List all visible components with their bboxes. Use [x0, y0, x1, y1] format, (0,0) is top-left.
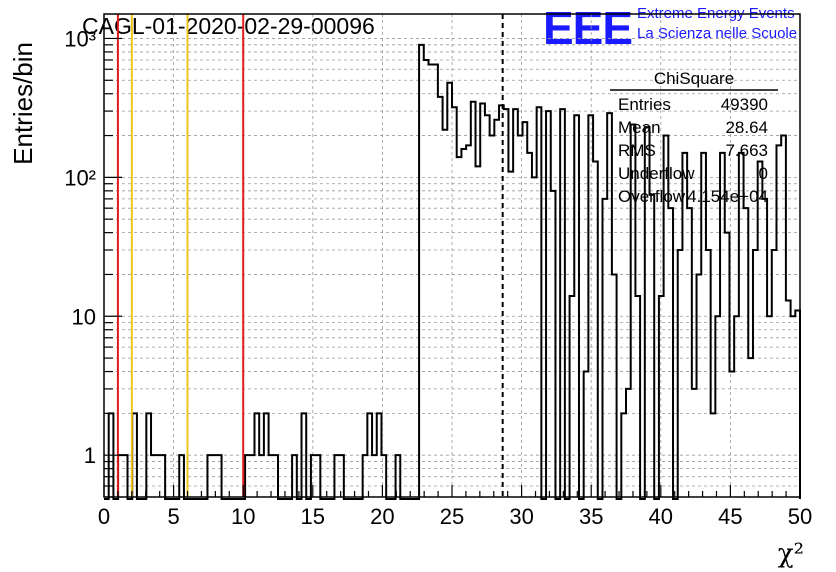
histogram-bin	[485, 115, 490, 497]
eee-logo: EEE Extreme Energy Events La Scienza nel…	[543, 2, 797, 54]
stats-value: 7.663	[725, 141, 768, 160]
histogram	[104, 43, 801, 500]
stats-label: Underflow	[618, 164, 695, 183]
x-axis-ticks: 0 5 10 15 20 25 30 35 40 45 50	[98, 485, 812, 529]
x-tick-label: 40	[649, 504, 673, 529]
y-tick-label: 10³	[64, 26, 96, 51]
x-tick-label: 15	[301, 504, 325, 529]
histogram-bin	[508, 172, 513, 497]
histogram-bin	[447, 83, 452, 497]
eee-logo-text: EEE	[543, 2, 632, 54]
x-tick-label: 35	[579, 504, 603, 529]
histogram-outline	[104, 43, 801, 500]
x-tick-label: 20	[370, 504, 394, 529]
stats-title: ChiSquare	[654, 69, 734, 88]
eee-logo-line2: La Scienza nelle Scuole	[637, 25, 797, 42]
stats-label: Overflow	[618, 187, 686, 206]
x-tick-label: 10	[231, 504, 255, 529]
x-tick-label: 25	[440, 504, 464, 529]
histogram-bin	[433, 64, 438, 497]
stats-label: Entries	[618, 95, 671, 114]
histogram-bin	[494, 120, 499, 497]
y-tick-label: 10	[72, 304, 96, 329]
x-tick-label: 0	[98, 504, 110, 529]
histogram-bin	[748, 358, 753, 497]
y-tick-label: 10²	[64, 165, 96, 190]
histogram-bin	[443, 130, 448, 497]
threshold-lines	[116, 14, 504, 497]
x-axis-label: χ²	[778, 539, 804, 569]
y-tick-label: 1	[84, 443, 96, 468]
stats-rows: Entries 49390 Mean 28.64 RMS 7.663 Underflow 0 O…	[618, 95, 768, 206]
stats-value: 4.154e+04	[687, 187, 768, 206]
histogram-bin	[692, 389, 697, 497]
run-title: CAGL-01-2020-02-29-00096	[82, 13, 375, 39]
stats-value: 49390	[721, 95, 768, 114]
stats-label: RMS	[618, 141, 656, 160]
y-axis-ticks: 1 10 10² 10³	[64, 26, 122, 498]
y-axis-label: Entries/bin	[8, 42, 38, 165]
x-tick-label: 30	[509, 504, 533, 529]
stats-value: 0	[759, 164, 768, 183]
histogram-bin	[527, 153, 532, 497]
histogram-bin	[452, 107, 457, 497]
histogram-bin	[767, 316, 772, 497]
histogram-bin	[438, 97, 443, 497]
histogram-bin	[424, 60, 429, 497]
stats-box: ChiSquare Entries 49390 Mean 28.64 RMS 7.663 U…	[610, 69, 778, 206]
stats-value: 28.64	[725, 118, 768, 137]
histogram-bin	[466, 145, 471, 497]
stats-label: Mean	[618, 118, 661, 137]
histogram-bin	[532, 177, 537, 497]
histogram-bin	[428, 64, 433, 497]
histogram-bin	[791, 316, 796, 497]
x-tick-label: 45	[718, 504, 742, 529]
histogram-bin	[523, 122, 528, 497]
histogram-bin	[476, 166, 481, 497]
x-tick-label: 50	[788, 504, 812, 529]
x-tick-label: 5	[167, 504, 179, 529]
